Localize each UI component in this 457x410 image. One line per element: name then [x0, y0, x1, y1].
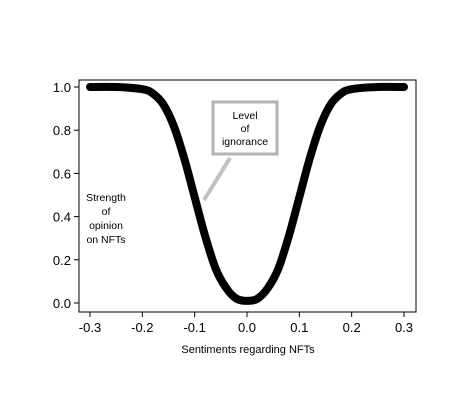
x-tick-label: -0.3: [79, 320, 101, 335]
x-tick-label: 0.0: [238, 320, 256, 335]
x-tick-label: 0.1: [290, 320, 308, 335]
series-line: [86, 82, 408, 305]
annotation-ignorance-line-3: ignorance: [222, 136, 268, 148]
annotation-strength-line-4: on NFTs: [86, 234, 125, 246]
x-tick-label: -0.1: [183, 320, 205, 335]
annotation-pointer: [202, 156, 232, 202]
annotation-strength-line-3: opinion: [89, 220, 123, 232]
annotation-ignorance-line-2: of: [241, 123, 250, 135]
annotation-strength-line-2: of: [102, 206, 111, 218]
annotation-box: [211, 100, 279, 156]
y-axis-ticks: 0.0 0.2 0.4 0.6 0.8 1.0: [53, 80, 79, 311]
x-axis-label: Sentiments regarding NFTs: [181, 344, 315, 356]
x-tick-label: 0.2: [343, 320, 361, 335]
y-tick-label: 0.6: [53, 166, 71, 181]
x-tick-label: 0.3: [395, 320, 413, 335]
annotation-strength-line-1: Strength: [86, 192, 126, 204]
y-tick-label: 1.0: [53, 80, 71, 95]
y-tick-label: 0.4: [53, 210, 71, 225]
x-axis-ticks: -0.3 -0.2 -0.1 0.0 0.1 0.2 0.3: [79, 312, 413, 335]
y-tick-label: 0.0: [53, 296, 71, 311]
x-tick-label: -0.2: [131, 320, 153, 335]
annotation-ignorance-line-1: Level: [232, 110, 257, 122]
y-tick-label: 0.2: [53, 253, 71, 268]
y-tick-label: 0.8: [53, 123, 71, 138]
